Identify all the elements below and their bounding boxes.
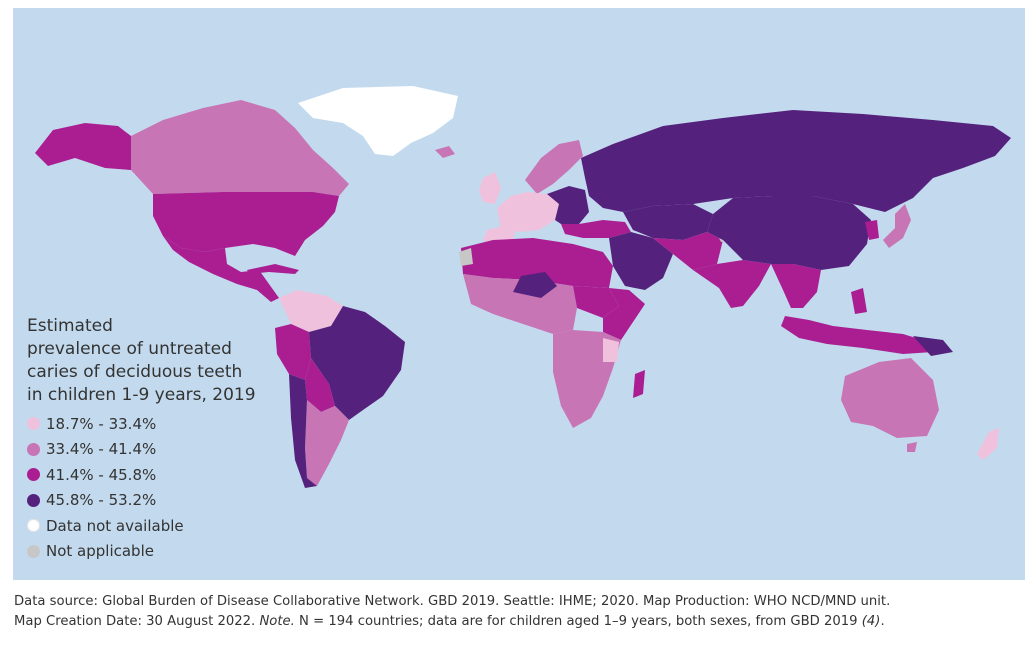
region-northwest-south-america [279,290,343,332]
legend-label: Not applicable [46,542,154,561]
region-southeast-asia [771,264,821,308]
legend-swatch-not-available [27,519,40,533]
region-iran-pakistan [653,232,723,270]
region-alaska [35,123,131,170]
map-frame: Estimated prevalence of untreated caries… [13,8,1025,580]
region-caribbean [247,264,299,274]
legend-title-line: caries of deciduous teeth [27,362,243,382]
legend-label: 45.8% - 53.2% [46,491,157,510]
legend-item-not-applicable: Not applicable [27,539,277,565]
region-india [693,260,771,308]
caption-end: . [880,614,885,629]
legend-label: 33.4% - 41.4% [46,440,157,459]
region-turkey [561,220,631,238]
region-peru [275,324,311,380]
region-japan [883,204,911,248]
region-bolivia-paraguay [305,358,335,412]
region-uk [479,172,501,204]
legend: Estimated prevalence of untreated caries… [27,315,277,564]
region-philippines [851,288,867,314]
legend-title-line: Estimated [27,316,113,336]
region-western-europe [497,192,559,232]
region-tasmania [907,442,917,452]
region-eastern-europe [547,186,589,224]
region-central-asia [623,204,713,240]
region-china [707,196,871,270]
legend-item-high: 45.8% - 53.2% [27,488,277,514]
region-tanzania [603,338,619,362]
legend-item-midlow: 33.4% - 41.4% [27,437,277,463]
legend-swatch-low [27,417,40,431]
region-middle-east [609,232,673,290]
region-brazil [309,306,405,420]
region-niger [513,272,557,298]
caption: Data source: Global Burden of Disease Co… [14,592,1024,632]
legend-title-line: prevalence of untreated [27,339,232,359]
legend-swatch-high [27,493,40,507]
caption-reference: (4) [861,614,881,629]
region-new-zealand [977,428,999,460]
region-korea [865,220,879,240]
region-usa [153,192,339,256]
legend-swatch-midhigh [27,468,40,482]
region-horn-of-africa [603,288,645,340]
caption-note-label: Note. [259,614,295,629]
caption-note-body: N = 194 countries; data are for children… [294,614,862,629]
region-north-africa [461,238,613,288]
legend-title-line: in children 1-9 years, 2019 [27,385,256,405]
region-madagascar [633,370,645,398]
region-sudan-chad [573,286,619,318]
legend-label: Data not available [46,516,184,535]
region-indonesia [781,316,933,354]
world-map [13,8,1025,580]
region-iceland [435,146,455,158]
legend-swatch-not-applicable [27,544,40,558]
region-scandinavia [525,140,583,194]
caption-date: Map Creation Date: 30 August 2022. [14,614,260,629]
caption-line-1: Data source: Global Burden of Disease Co… [14,594,891,609]
legend-label: 18.7% - 33.4% [46,414,157,433]
legend-title: Estimated prevalence of untreated caries… [27,315,277,407]
region-russia [581,110,1011,212]
legend-label: 41.4% - 45.8% [46,465,157,484]
region-western-sahara [459,248,473,266]
region-argentina [305,400,349,486]
legend-item-midhigh: 41.4% - 45.8% [27,462,277,488]
legend-item-not-available: Data not available [27,513,277,539]
legend-item-low: 18.7% - 33.4% [27,411,277,437]
region-mexico-central-america [163,236,279,302]
region-canada [131,100,349,196]
region-australia [841,358,939,438]
legend-swatch-midlow [27,442,40,456]
region-greenland [298,86,458,156]
region-papua-new-guinea [913,336,953,356]
caption-line-2: Map Creation Date: 30 August 2022. Note.… [14,612,1024,632]
region-chile [289,374,317,488]
